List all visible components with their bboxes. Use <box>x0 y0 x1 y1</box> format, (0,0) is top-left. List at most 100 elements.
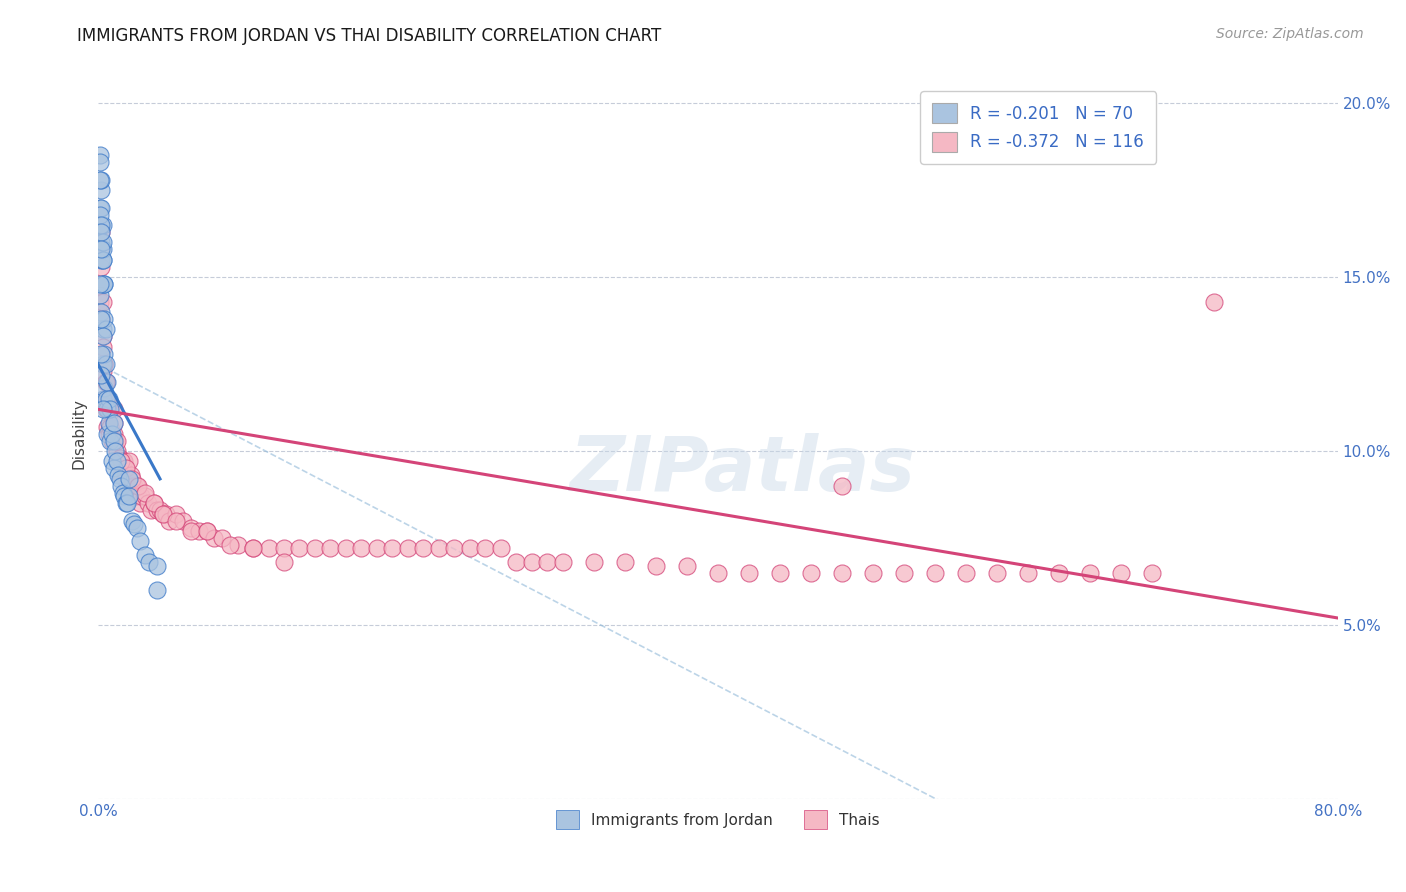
Point <box>211 531 233 545</box>
Point <box>505 555 527 569</box>
Text: IMMIGRANTS FROM JORDAN VS THAI DISABILITY CORRELATION CHART: IMMIGRANTS FROM JORDAN VS THAI DISABILIT… <box>77 27 662 45</box>
Point <box>97 402 120 417</box>
Point <box>226 538 249 552</box>
Point <box>955 566 977 580</box>
Point <box>108 450 131 465</box>
Point <box>90 183 112 197</box>
Point <box>93 312 115 326</box>
Point <box>165 514 187 528</box>
Point <box>146 503 169 517</box>
Point <box>103 461 125 475</box>
Point <box>91 329 114 343</box>
Point <box>90 201 112 215</box>
Point <box>127 479 149 493</box>
Point <box>458 541 481 556</box>
Point <box>100 434 122 448</box>
Point <box>831 566 853 580</box>
Point <box>96 419 118 434</box>
Point <box>90 235 112 250</box>
Point <box>152 507 174 521</box>
Point <box>94 357 117 371</box>
Point <box>1109 566 1132 580</box>
Point <box>157 514 180 528</box>
Point <box>139 503 162 517</box>
Point <box>122 479 145 493</box>
Point <box>93 277 115 292</box>
Point <box>128 534 150 549</box>
Point <box>118 489 141 503</box>
Point <box>800 566 823 580</box>
Point <box>104 434 127 448</box>
Point <box>613 555 636 569</box>
Point <box>142 496 165 510</box>
Point <box>125 479 148 493</box>
Point <box>104 444 127 458</box>
Point <box>96 402 118 417</box>
Point <box>96 375 118 389</box>
Point <box>91 252 114 267</box>
Point <box>412 541 434 556</box>
Point <box>134 489 156 503</box>
Point <box>91 402 114 417</box>
Point <box>131 489 153 503</box>
Point <box>273 541 295 556</box>
Point <box>94 375 117 389</box>
Point <box>100 419 122 434</box>
Point <box>218 538 240 552</box>
Point <box>89 148 111 162</box>
Point <box>91 357 114 371</box>
Point <box>89 173 111 187</box>
Point <box>118 472 141 486</box>
Point <box>107 454 129 468</box>
Point <box>89 218 111 232</box>
Point <box>122 517 145 532</box>
Point <box>112 489 135 503</box>
Point <box>110 454 132 468</box>
Point <box>396 541 419 556</box>
Point <box>91 322 114 336</box>
Point <box>120 468 142 483</box>
Point <box>134 485 156 500</box>
Point <box>107 468 129 483</box>
Point <box>100 419 122 434</box>
Point <box>91 235 114 250</box>
Point <box>172 514 194 528</box>
Y-axis label: Disability: Disability <box>72 398 86 469</box>
Point <box>273 555 295 569</box>
Point <box>101 434 124 448</box>
Point <box>91 340 114 354</box>
Point <box>165 507 187 521</box>
Point <box>93 357 115 371</box>
Point <box>138 555 160 569</box>
Point <box>97 426 120 441</box>
Point <box>96 392 118 406</box>
Point <box>91 364 114 378</box>
Point <box>91 252 114 267</box>
Point <box>350 541 373 556</box>
Point <box>97 416 120 430</box>
Point <box>986 566 1008 580</box>
Point <box>893 566 915 580</box>
Point <box>90 368 112 382</box>
Point <box>91 329 114 343</box>
Point <box>769 566 792 580</box>
Point <box>117 496 139 510</box>
Point <box>146 558 169 573</box>
Point <box>551 555 574 569</box>
Point <box>89 287 111 301</box>
Point <box>115 461 138 475</box>
Point <box>707 566 730 580</box>
Point <box>91 243 114 257</box>
Legend: Immigrants from Jordan, Thais: Immigrants from Jordan, Thais <box>550 805 886 835</box>
Point <box>93 392 115 406</box>
Point <box>520 555 543 569</box>
Point <box>93 277 115 292</box>
Point <box>1017 566 1039 580</box>
Point <box>536 555 558 569</box>
Point <box>93 347 115 361</box>
Point <box>90 225 112 239</box>
Point <box>89 294 111 309</box>
Point <box>103 426 125 441</box>
Point <box>1140 566 1163 580</box>
Point <box>117 479 139 493</box>
